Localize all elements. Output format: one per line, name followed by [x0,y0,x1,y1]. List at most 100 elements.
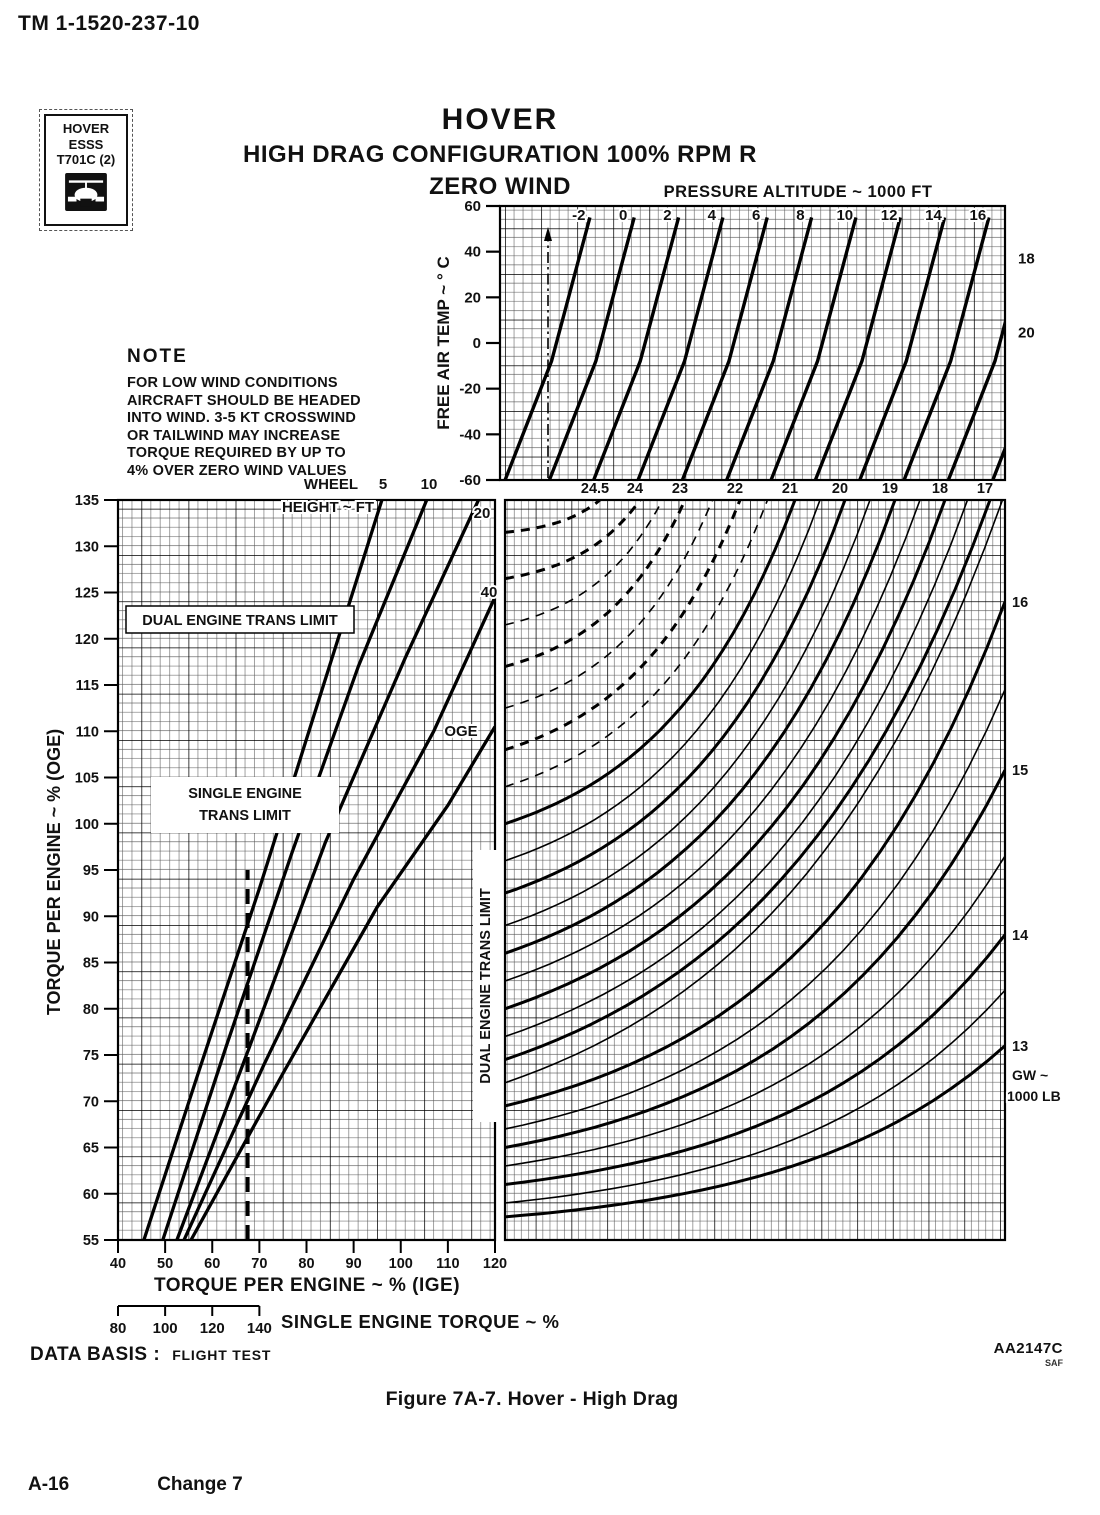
temp-altitude-curves [503,216,1005,480]
se-axis-tick-label: 80 [110,1320,127,1337]
page-footer: A-16 Change 7 [28,1474,243,1496]
title-block: HOVER HIGH DRAG CONFIGURATION 100% RPM R… [160,103,840,201]
chart-ref-sub: SAF [1045,1358,1063,1368]
pressure-altitude-line [902,216,991,480]
se-axis-tick-label: 140 [247,1320,272,1337]
pressure-altitude-label: 20 [1018,325,1035,342]
data-basis: DATA BASIS : FLIGHT TEST [30,1344,271,1366]
pressure-altitude-label: 12 [881,207,898,224]
oge-tick-label: 75 [83,1048,99,1064]
gw-curve-23.5 [505,500,664,626]
helicopter-icon [65,172,107,211]
gw-curve-label: 19 [882,481,898,497]
page-number: A-16 [28,1474,70,1495]
oge-tick-label: 120 [75,632,99,648]
fat-tick-label: 20 [464,289,481,306]
change-number: Change 7 [157,1474,243,1495]
wheel-height-curve-10 [161,500,429,1240]
gw-curve-15 [505,769,1005,1149]
oge-tick-label: 55 [83,1233,99,1249]
oge-tick-label: 80 [83,1002,99,1018]
fat-tick-label: 40 [464,244,481,261]
gw-curve-22.5 [505,500,714,709]
gw-curve-label: 18 [932,481,948,497]
oge-tick-label: 60 [83,1187,99,1203]
wheel-height-curve-label: 5 [379,476,387,493]
data-basis-label: DATA BASIS : [30,1344,161,1365]
oge-tick-label: 65 [83,1141,99,1157]
gw-curve-label: 22 [727,481,743,497]
pressure-altitude-line [725,216,814,480]
gw-curve-18.5 [505,500,921,982]
fat-tick-label: -40 [459,426,481,443]
fat-tick-label: 60 [464,198,481,215]
gw-curve-18 [505,500,947,1011]
gross-weight-panel-border [503,498,1007,1242]
fat-tick-label: 0 [473,335,481,352]
oge-curve-label: OGE [444,723,477,740]
pressure-altitude-label: 6 [752,207,760,224]
oge-tick-label: 125 [75,586,99,602]
gw-curve-label: 24 [627,481,643,497]
ige-tick-label: 70 [251,1256,267,1272]
ige-tick-label: 40 [110,1256,126,1272]
gw-curve-19 [505,500,897,955]
gw-curve-label: 17 [977,481,993,497]
gross-weight-curves [505,500,1005,1219]
oge-tick-label: 85 [83,956,99,972]
gw-curve-24 [505,500,642,581]
fat-axis-title: FREE AIR TEMP ~ ° C [434,256,453,430]
gw-curve-20.5 [505,500,821,862]
gw-curve-20 [505,500,847,895]
gw-curve-14.5 [505,855,1005,1167]
vertical-label-box [473,850,497,1122]
oge-tick-label: 100 [75,817,99,833]
gw-curve-16.5 [505,500,1004,1084]
gw-curve-label: 20 [832,481,848,497]
ige-tick-label: 90 [346,1256,362,1272]
wheel-height-header: HEIGHT ~ FT [282,499,374,516]
se-axis-title: SINGLE ENGINE TORQUE ~ % [281,1311,559,1332]
dual-engine-trans-limit-label: DUAL ENGINE TRANS LIMIT [142,613,338,629]
pressure-altitude-line [769,216,858,480]
ige-tick-label: 60 [204,1256,220,1272]
gw-curve-22 [505,500,742,752]
figure-caption: Figure 7A-7. Hover - High Drag [385,1388,679,1410]
se-axis-tick-label: 120 [200,1320,225,1337]
pressure-altitude-label: -2 [572,207,585,224]
fat-tick-label: -20 [459,381,481,398]
data-basis-value: FLIGHT TEST [172,1347,272,1363]
chart-ref-number: AA2147C [993,1340,1063,1357]
dual-limit-label-box [125,605,355,634]
gw-curve-label: 21 [782,481,798,497]
oge-tick-label: 70 [83,1094,99,1110]
gw-curve-14 [505,933,1005,1186]
wheel-height-curve-label: 20 [474,505,491,522]
pressure-altitude-label: 10 [836,207,853,224]
gw-curve-13 [505,1044,1005,1219]
pressure-altitude-line [636,216,725,480]
pressure-altitude-line [503,216,592,480]
ige-tick-label: 80 [298,1256,314,1272]
single-engine-trans-limit-label: TRANS LIMIT [199,808,291,824]
pressure-altitude-label: 16 [969,207,986,224]
chart-subtitle: HIGH DRAG CONFIGURATION 100% RPM R [243,141,757,168]
ige-tick-label: 120 [483,1256,507,1272]
tm-number: TM 1-1520-237-10 [18,12,200,35]
pressure-altitude-line [680,216,769,480]
temp-altitude-panel-grid [500,206,1005,480]
gw-axis-label: 1000 LB [1007,1088,1061,1104]
chart-subtitle-2: ZERO WIND [429,173,571,200]
gw-curve-label: 16 [1012,595,1028,611]
wheel-height-curve-20 [175,500,480,1240]
gw-curve-label: 13 [1012,1039,1028,1055]
fat-tick-label: -60 [459,472,481,489]
wheel-height-curve-OGE [189,725,495,1240]
oge-tick-label: 95 [83,863,99,879]
chart-id-box: HOVER ESSS T701C (2) [39,109,133,231]
ige-tick-label: 100 [389,1256,413,1272]
gw-curve-23 [505,500,687,668]
note-heading: NOTE [127,346,188,367]
pressure-altitude-label: 14 [925,207,942,224]
